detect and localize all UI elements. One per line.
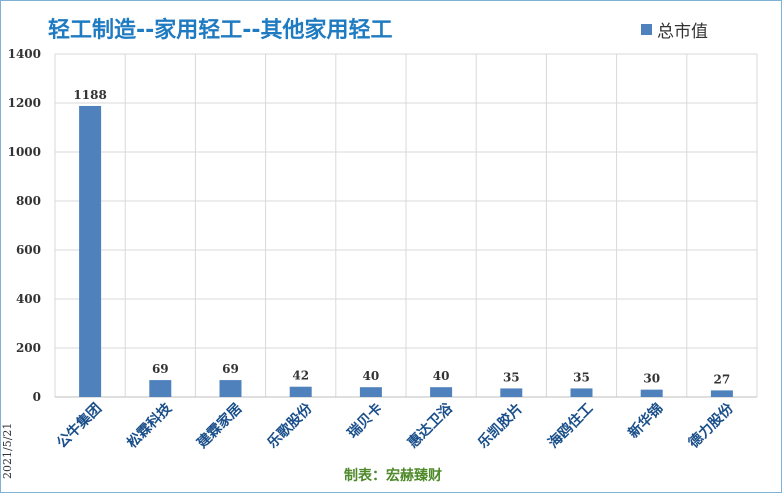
x-tick-label: 公牛集团 bbox=[53, 400, 105, 452]
data-label: 35 bbox=[573, 370, 590, 384]
legend-swatch bbox=[641, 24, 652, 35]
y-tick-label: 400 bbox=[16, 292, 41, 306]
x-tick-label: 瑞贝卡 bbox=[344, 400, 386, 442]
y-tick-label: 0 bbox=[33, 390, 41, 404]
data-label: 35 bbox=[503, 370, 520, 384]
credit-label: 制表：宏赫臻财 bbox=[344, 468, 442, 484]
legend-label: 总市值 bbox=[657, 22, 708, 42]
x-tick-label: 乐歌股份 bbox=[264, 399, 316, 451]
data-label: 69 bbox=[152, 362, 169, 376]
bar bbox=[710, 390, 733, 397]
x-tick-label: 建霖家居 bbox=[194, 400, 246, 452]
y-tick-label: 600 bbox=[16, 243, 41, 257]
bar bbox=[500, 388, 523, 397]
bar bbox=[570, 388, 593, 397]
legend: 总市值 bbox=[641, 17, 708, 42]
x-tick-label: 松霖科技 bbox=[124, 399, 176, 451]
data-label: 42 bbox=[292, 369, 309, 383]
data-label: 30 bbox=[643, 372, 660, 386]
y-tick-label: 1200 bbox=[8, 96, 41, 110]
date-label: 2021/5/21 bbox=[1, 422, 14, 479]
y-tick-label: 1000 bbox=[8, 145, 41, 159]
bar bbox=[430, 387, 453, 397]
y-tick-label: 200 bbox=[16, 341, 41, 355]
chart-title: 轻工制造--家用轻工--其他家用轻工 bbox=[48, 18, 393, 43]
x-tick-label: 惠达卫浴 bbox=[404, 399, 456, 451]
data-label: 40 bbox=[433, 369, 450, 383]
data-label: 40 bbox=[363, 369, 380, 383]
bar bbox=[79, 105, 102, 397]
x-tick-label: 德力股份 bbox=[685, 399, 737, 451]
bar bbox=[149, 380, 172, 397]
x-tick-label: 新华锦 bbox=[625, 400, 667, 442]
y-tick-label: 1400 bbox=[8, 47, 41, 61]
y-tick-label: 800 bbox=[16, 194, 41, 208]
data-label: 69 bbox=[222, 362, 239, 376]
x-tick-label: 乐凯胶片 bbox=[475, 400, 527, 452]
bar bbox=[219, 380, 242, 397]
bar bbox=[640, 389, 663, 397]
x-tick-label: 海鸥住工 bbox=[545, 400, 597, 452]
bar bbox=[359, 387, 382, 397]
data-label: 27 bbox=[714, 372, 731, 386]
bar bbox=[289, 386, 312, 397]
data-label: 1188 bbox=[73, 88, 106, 102]
